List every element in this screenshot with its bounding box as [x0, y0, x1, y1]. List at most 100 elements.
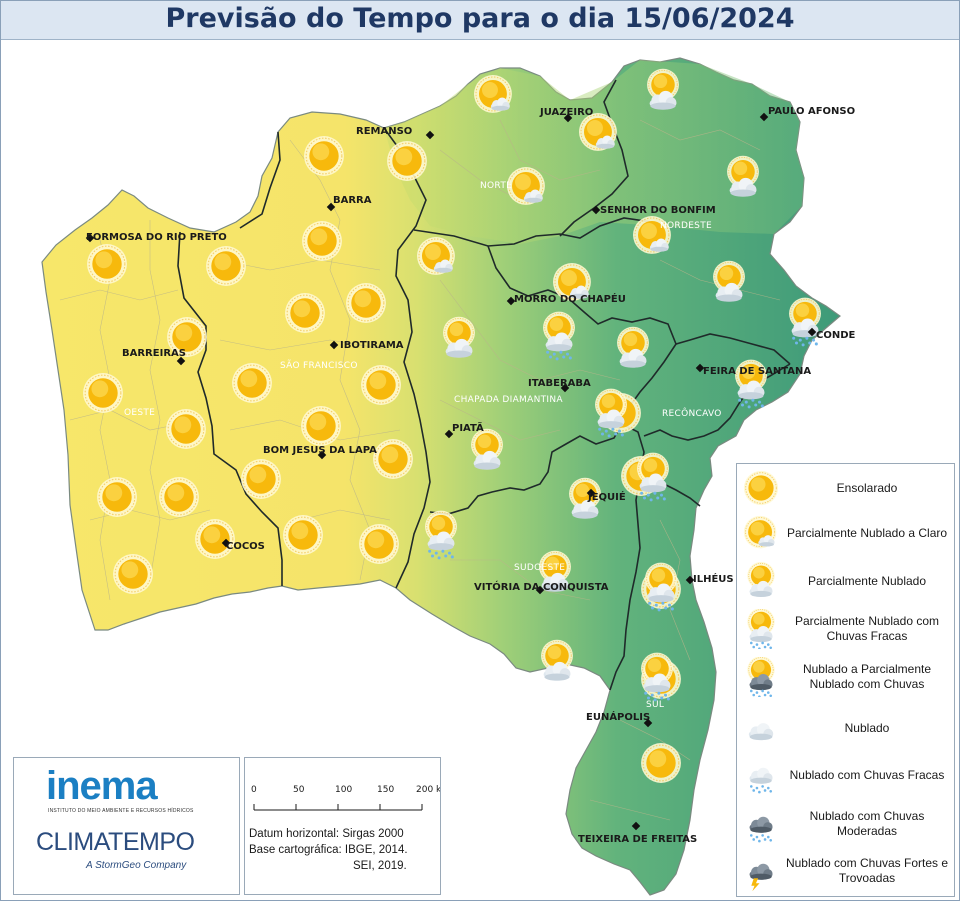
sun-small-cloud-icon	[743, 515, 777, 549]
city-label: PIATÃ	[452, 421, 484, 434]
city-marker	[326, 202, 336, 212]
climatempo-subtitle: A StormGeo Company	[86, 860, 187, 871]
city-marker	[643, 718, 653, 728]
map-sun-icon	[82, 372, 124, 414]
cities-layer: FORMOSA DO RIO PRETO REMANSO JUAZEIRO PAULO…	[85, 106, 856, 845]
map-sun-icon	[205, 245, 247, 287]
map-sun-cloud-icon	[712, 260, 746, 302]
city-label: VITÓRIA DA CONQUISTA	[474, 580, 609, 593]
scale-panel: 0 50 100 150 200 km Datum horizontal: Sirgas…	[244, 757, 450, 895]
legend-item: Parcialmente Nublado com Chuvas Fracas	[737, 605, 954, 653]
datum-line: Datum horizontal: Sirgas 2000	[249, 828, 404, 840]
city-marker	[444, 429, 454, 439]
logo-panel: inema INSTITUTO DO MEIO AMBIENTE E RECUR…	[13, 757, 240, 895]
scale-tick-label: 0	[251, 785, 257, 795]
cloud-icon	[748, 723, 774, 741]
sun-cloud-light-rain-icon	[746, 609, 776, 649]
inema-subtitle: INSTITUTO DO MEIO AMBIENTE E RECURSOS HÍ…	[48, 808, 194, 814]
map-sun-icon	[165, 408, 207, 450]
legend-label: Nublado com Chuvas Fracas	[789, 767, 945, 782]
city-marker	[425, 130, 435, 140]
legend-label: Nublado a Parcialmente Nublado com Chuva…	[802, 662, 932, 691]
sun-cloud-icon	[746, 561, 776, 597]
city-label: CONDE	[816, 330, 856, 341]
map-sun-cloud-icon	[646, 68, 680, 110]
legend-label: Nublado com Chuvas Fortes e Trovoadas	[785, 856, 949, 885]
map-sun-icon	[358, 523, 400, 565]
scale-tick-label: 150	[377, 785, 394, 795]
legend-item: Nublado	[737, 704, 954, 752]
map-sun-icon	[96, 476, 138, 518]
legend: Ensolarado Parcialmente Nublado a Claro Pa…	[736, 463, 955, 897]
city-marker	[85, 233, 95, 243]
region-boundaries	[177, 79, 791, 691]
legend-item: Parcialmente Nublado a Claro	[737, 509, 954, 557]
region-label: NORTE	[480, 181, 512, 191]
city-marker	[317, 450, 327, 460]
map-sun-cloud-icon	[726, 155, 760, 197]
map-sun-icon	[301, 220, 343, 262]
map-sun-cloud-icon	[540, 639, 574, 681]
city-label: EUNÁPOLIS	[586, 710, 650, 723]
city-marker	[329, 340, 339, 350]
legend-label: Nublado	[844, 720, 890, 735]
map-sun-small-cloud-icon	[578, 112, 618, 152]
map-sun-small-cloud-icon	[506, 166, 546, 206]
legend-label: Parcialmente Nublado	[807, 573, 927, 588]
region-label: SUDOESTE	[514, 563, 565, 573]
legend-label: Ensolarado	[836, 480, 898, 495]
regions-layer: NORTE NORDESTE SÃO FRANCISCO OESTE CHAPADA D…	[124, 181, 722, 710]
map-sun-icon	[284, 292, 326, 334]
sun-icon	[743, 470, 779, 506]
city-marker	[586, 488, 596, 498]
cloud-light-rain-icon	[749, 767, 773, 794]
city-label: BOM JESUS DA LAPA	[263, 445, 377, 456]
map-sun-icon	[282, 514, 324, 556]
inema-logo: inema	[46, 764, 158, 808]
city-label: JUAZEIRO	[539, 107, 593, 118]
legend-item: Ensolarado	[737, 464, 954, 512]
city-label: COCOS	[226, 541, 265, 552]
scale-bar: 0 50 100 150 200 km	[251, 785, 450, 811]
legend-item: Nublado com Chuvas Fracas	[737, 751, 954, 799]
map-sun-icon	[240, 458, 282, 500]
sei-line: SEI, 2019.	[353, 860, 407, 872]
city-label: IBOTIRAMA	[340, 340, 404, 351]
map-sun-icon	[345, 282, 387, 324]
city-label: SENHOR DO BONFIM	[600, 205, 716, 216]
scale-tick-label: 100	[335, 785, 352, 795]
city-label: JEQUIÉ	[587, 490, 626, 503]
map-sun-icon	[194, 518, 236, 560]
scale-tick-label: 50	[293, 785, 305, 795]
city-marker	[560, 383, 570, 393]
map-sun-cloud-icon	[616, 326, 650, 368]
map-sun-icon	[303, 135, 345, 177]
legend-label: Parcialmente Nublado a Claro	[786, 525, 948, 540]
map-sun-cloud-icon	[470, 428, 504, 470]
map-sun-small-cloud-icon	[416, 236, 456, 276]
region-label: SÃO FRANCISCO	[280, 360, 358, 371]
city-marker	[176, 356, 186, 366]
map-sun-icon	[372, 438, 414, 480]
region-label: CHAPADA DIAMANTINA	[454, 395, 563, 405]
region-label: SUL	[646, 700, 664, 710]
legend-item: Nublado com Chuvas Moderadas	[737, 800, 954, 848]
legend-item: Nublado com Chuvas Fortes e Trovoadas	[737, 847, 954, 895]
city-marker	[695, 363, 705, 373]
city-label: ILHÉUS	[693, 572, 734, 585]
title-bar: Previsão do Tempo para o dia 15/06/2024	[1, 1, 959, 40]
city-label: REMANSO	[356, 126, 412, 137]
city-label: FEIRA DE SANTANA	[703, 366, 811, 377]
legend-item: Nublado a Parcialmente Nublado com Chuva…	[737, 653, 954, 701]
storm-cloud-icon	[749, 863, 773, 891]
city-marker	[807, 327, 817, 337]
map-sun-icon	[386, 140, 428, 182]
page-title: Previsão do Tempo para o dia 15/06/2024	[165, 3, 795, 34]
region-label: RECÔNCAVO	[662, 407, 722, 419]
map-sun-icon	[300, 405, 342, 447]
city-label: ITABERABA	[528, 378, 591, 389]
scale-tick-label: 200 km	[416, 785, 440, 795]
map-sun-icon	[158, 476, 200, 518]
region-label: NORDESTE	[660, 221, 712, 231]
